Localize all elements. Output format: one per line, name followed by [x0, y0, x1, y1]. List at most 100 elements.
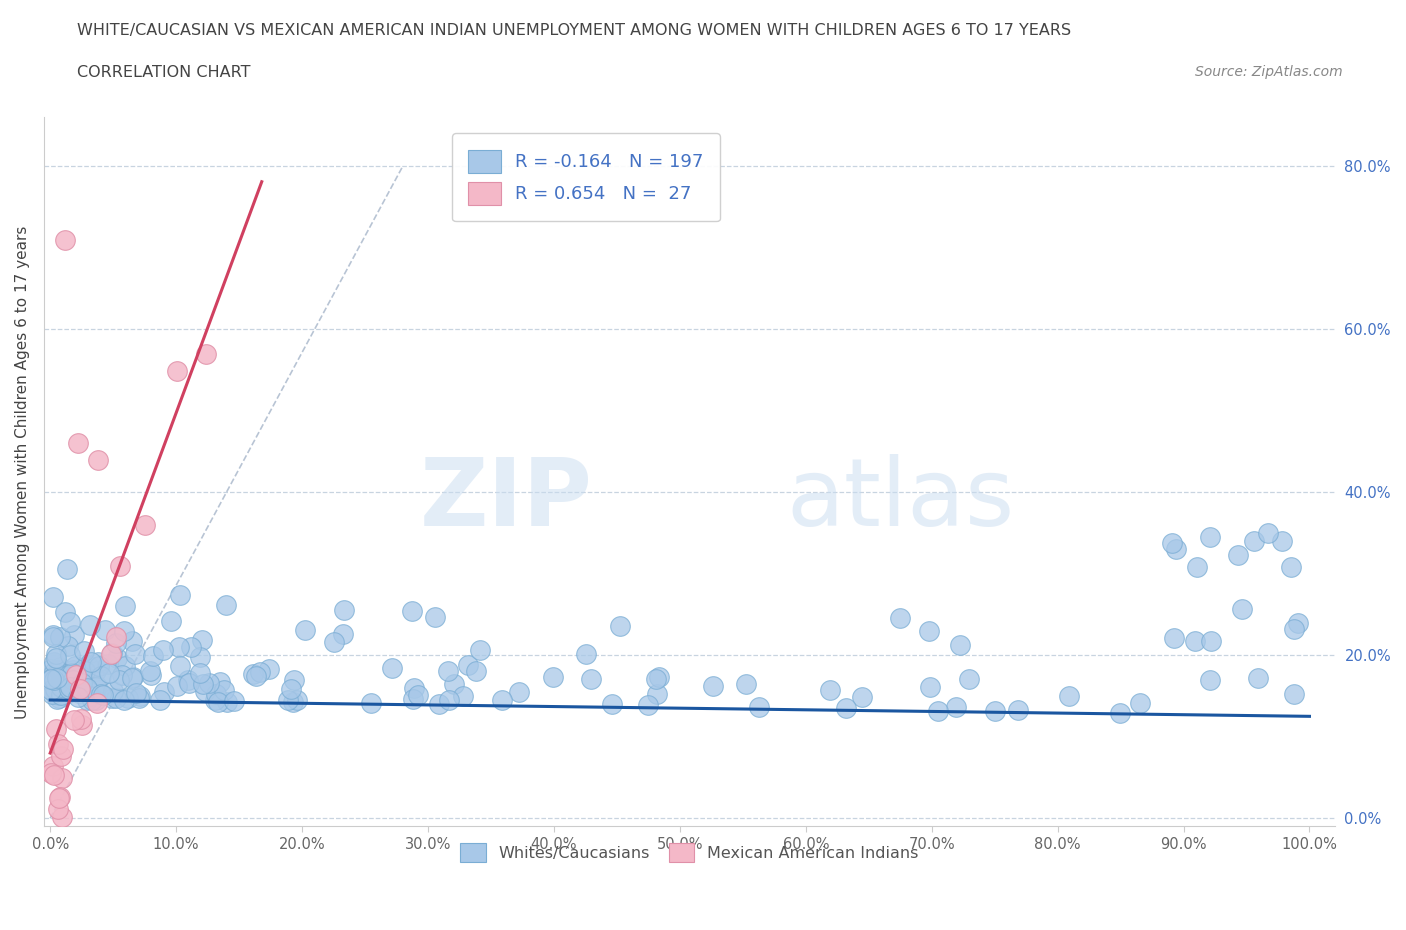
Point [280, 681, 302, 696]
Point [62, 662, 84, 677]
Point [45, 671, 67, 685]
Point [76, 658, 98, 672]
Point [63, 628, 86, 643]
Point [332, 627, 354, 642]
Point [41, 590, 63, 604]
Point [67, 685, 90, 700]
Point [49, 662, 72, 677]
Point [188, 666, 211, 681]
Point [191, 632, 214, 647]
Point [56, 682, 79, 697]
Point [169, 658, 191, 673]
Point [406, 688, 429, 703]
Point [134, 517, 156, 532]
Point [80, 692, 103, 707]
Point [834, 701, 856, 716]
Point [84, 679, 107, 694]
Point [402, 692, 425, 707]
Point [1164, 541, 1187, 556]
Point [51, 680, 73, 695]
Point [437, 693, 460, 708]
Point [1007, 703, 1029, 718]
Point [121, 671, 143, 685]
Point [67, 689, 90, 704]
Point [1247, 671, 1270, 685]
Point [283, 672, 305, 687]
Point [125, 685, 148, 700]
Point [702, 679, 724, 694]
Point [69, 711, 91, 726]
Point [1271, 534, 1294, 549]
Point [79, 689, 101, 704]
Point [58, 680, 80, 695]
Text: Source: ZipAtlas.com: Source: ZipAtlas.com [1195, 65, 1343, 79]
Point [644, 671, 666, 686]
Point [281, 694, 304, 709]
Point [249, 665, 271, 680]
Point [48, 790, 70, 805]
Text: CORRELATION CHART: CORRELATION CHART [77, 65, 250, 80]
Point [56, 639, 79, 654]
Point [48, 687, 70, 702]
Point [49, 677, 72, 692]
Point [1161, 536, 1184, 551]
Point [45, 651, 67, 666]
Point [45, 692, 67, 707]
Text: ZIP: ZIP [419, 454, 592, 546]
Point [443, 676, 465, 691]
Point [1199, 529, 1222, 544]
Point [224, 694, 246, 709]
Point [58, 681, 80, 696]
Point [464, 663, 486, 678]
Point [1129, 696, 1152, 711]
Point [1109, 705, 1132, 720]
Point [73, 663, 96, 678]
Point [381, 660, 404, 675]
Point [42, 628, 65, 643]
Point [41, 670, 63, 684]
Point [277, 693, 299, 708]
Point [53, 605, 76, 620]
Point [51, 670, 73, 684]
Point [46, 802, 69, 817]
Point [101, 690, 124, 705]
Point [114, 659, 136, 674]
Point [76, 681, 98, 696]
Point [94, 623, 117, 638]
Point [108, 559, 131, 574]
Point [436, 664, 458, 679]
Point [101, 684, 124, 698]
Point [333, 602, 356, 617]
Point [86, 693, 108, 708]
Point [322, 635, 344, 650]
Point [152, 684, 174, 699]
Point [128, 691, 150, 706]
Point [401, 604, 423, 618]
Point [889, 611, 911, 626]
Point [72, 675, 94, 690]
Point [69, 682, 91, 697]
Point [647, 670, 669, 684]
Point [543, 670, 565, 684]
Point [257, 661, 280, 676]
Point [80, 655, 103, 670]
Point [114, 624, 136, 639]
Point [76, 693, 98, 708]
Point [49, 749, 72, 764]
Point [194, 346, 217, 361]
Point [918, 680, 941, 695]
Point [242, 666, 264, 681]
Point [160, 614, 183, 629]
Point [91, 688, 114, 703]
Point [101, 646, 124, 661]
Point [851, 689, 873, 704]
Point [67, 684, 90, 698]
Point [245, 669, 267, 684]
Point [52, 742, 75, 757]
Point [139, 664, 162, 679]
Point [41, 766, 63, 781]
Point [1227, 547, 1250, 562]
Point [198, 675, 221, 690]
Point [984, 704, 1007, 719]
Point [41, 661, 63, 676]
